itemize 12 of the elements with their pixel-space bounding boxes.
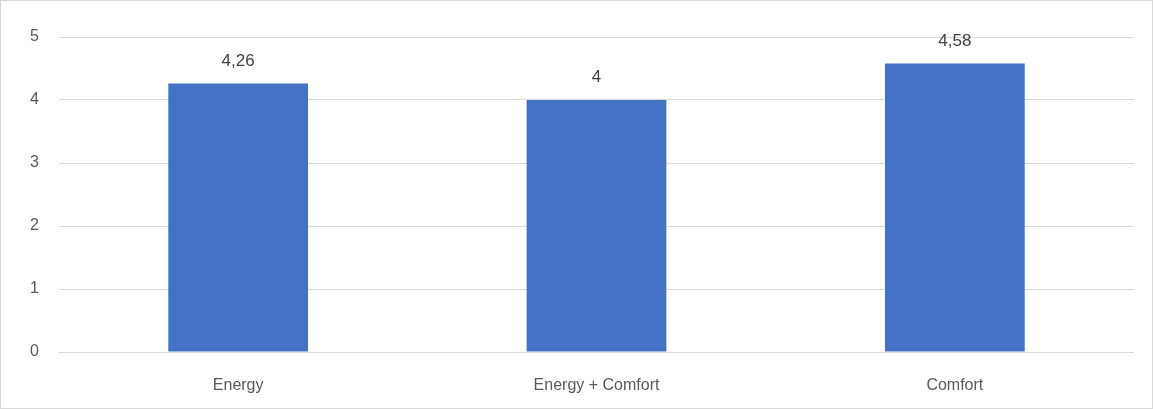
data-label: 4,58 xyxy=(938,30,972,50)
y-tick-label: 2 xyxy=(30,216,40,234)
data-label: 4,26 xyxy=(221,50,255,70)
y-tick-label: 0 xyxy=(30,342,40,360)
y-tick-label: 3 xyxy=(30,153,40,171)
x-tick-label: Energy xyxy=(212,376,264,394)
y-tick-label: 5 xyxy=(30,27,40,45)
y-tick-label: 1 xyxy=(30,279,40,297)
x-tick-label: Comfort xyxy=(926,376,984,394)
data-label: 4 xyxy=(591,67,602,87)
y-tick-label: 4 xyxy=(30,90,40,108)
x-tick-label: Energy + Comfort xyxy=(533,376,660,394)
